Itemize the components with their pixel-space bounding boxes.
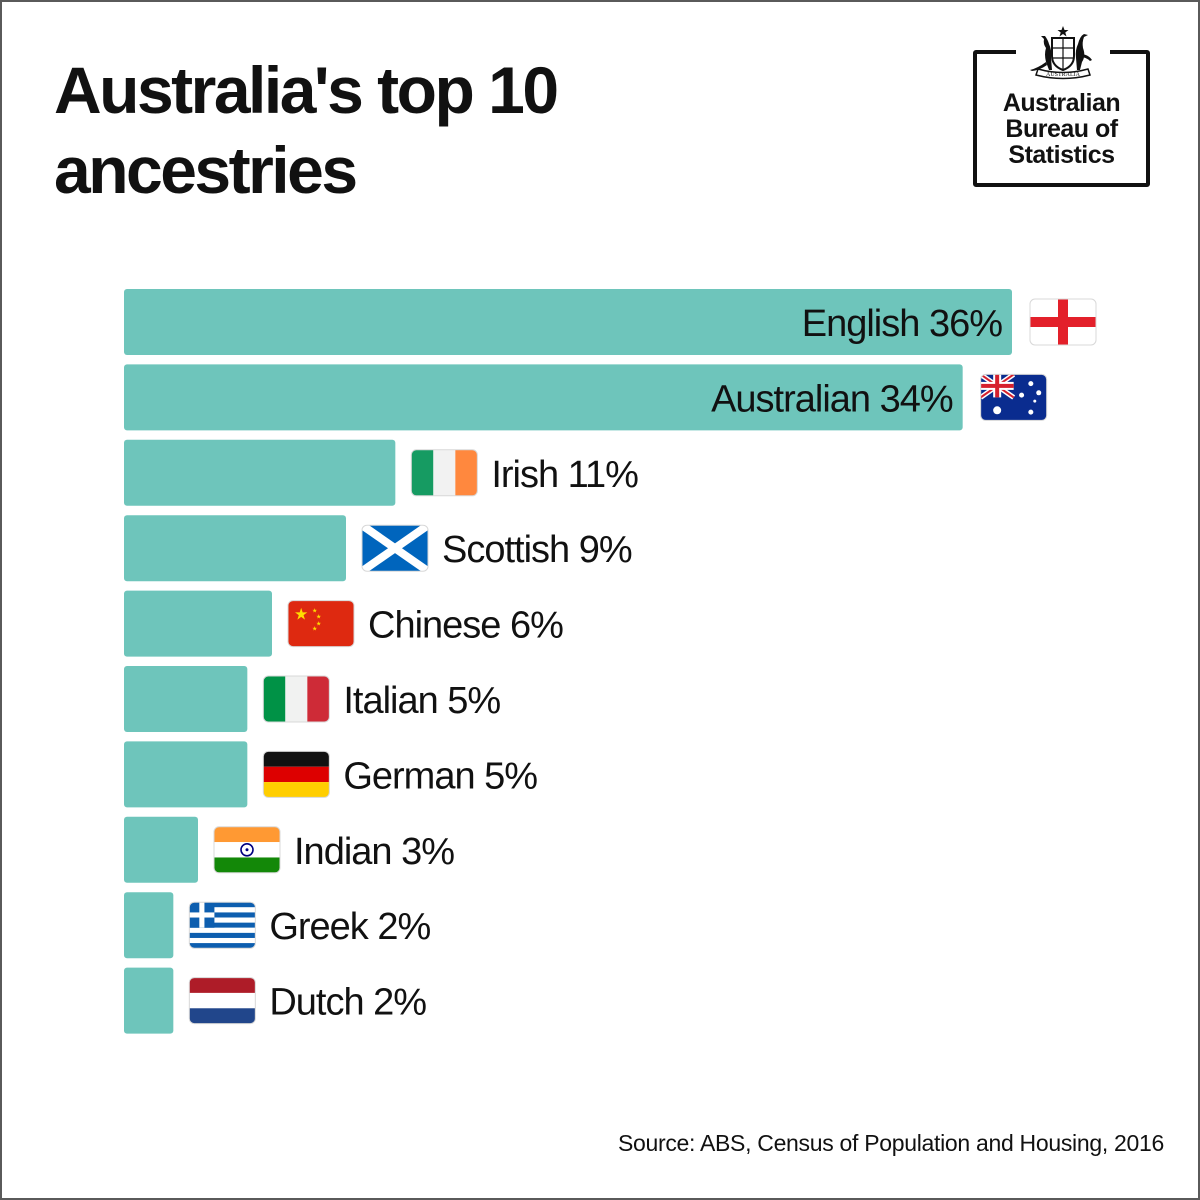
bar-german: [124, 741, 248, 808]
scotland-flag-icon: [361, 524, 429, 572]
australia-flag-icon: [980, 373, 1048, 421]
svg-text:★: ★: [316, 621, 321, 628]
england-flag-icon: [1029, 298, 1097, 346]
bar-dutch: [124, 967, 174, 1034]
ireland-flag-icon: [410, 449, 478, 497]
netherlands-flag-icon: [188, 977, 256, 1025]
logo-line-3: Statistics: [1008, 141, 1115, 169]
logo-line-2: Bureau of: [1005, 115, 1118, 143]
bar-label-german: German 5%: [343, 755, 537, 797]
title-line-1: Australia's top 10: [54, 53, 559, 127]
bar-label-italian: Italian 5%: [343, 680, 500, 722]
title-line-2: ancestries: [54, 133, 358, 207]
source-note: Source: ABS, Census of Population and Ho…: [617, 1130, 1164, 1156]
italy-flag-icon: [262, 675, 330, 723]
china-flag-icon: ★ ★★★★: [287, 600, 355, 648]
bar-indian: [124, 816, 198, 883]
svg-text:★: ★: [294, 605, 308, 624]
bar-label-dutch: Dutch 2%: [269, 982, 426, 1024]
bar-chinese: [124, 590, 272, 657]
bar-label-chinese: Chinese 6%: [368, 605, 563, 647]
germany-flag-icon: [262, 750, 330, 798]
bar-greek: [124, 892, 174, 959]
bar-label-scottish: Scottish 9%: [442, 529, 632, 571]
coat-of-arms-icon: AUSTRALIA: [1016, 24, 1110, 82]
bar-italian: [124, 666, 248, 732]
bar-label-indian: Indian 3%: [294, 831, 454, 873]
bar-label-irish: Irish 11%: [491, 454, 638, 496]
india-flag-icon: [213, 826, 281, 874]
bar-australian: [124, 364, 963, 431]
bar-label-english: English 36%: [802, 303, 1002, 345]
logo-line-1: Australian: [1002, 89, 1121, 117]
svg-text:★: ★: [312, 608, 317, 615]
bar-english: [124, 289, 1012, 355]
greece-flag-icon: [188, 901, 256, 949]
svg-text:★: ★: [316, 614, 321, 621]
bar-label-australian: Australian 34%: [711, 378, 953, 420]
bar-label-greek: Greek 2%: [269, 906, 430, 948]
page-title: Australia's top 10 ancestries: [54, 50, 694, 210]
logo-text: Australian Bureau of Statistics: [977, 90, 1146, 168]
svg-text:★: ★: [312, 626, 317, 633]
bar-irish: [124, 439, 396, 506]
svg-text:AUSTRALIA: AUSTRALIA: [1046, 72, 1081, 78]
bar-scottish: [124, 515, 346, 582]
